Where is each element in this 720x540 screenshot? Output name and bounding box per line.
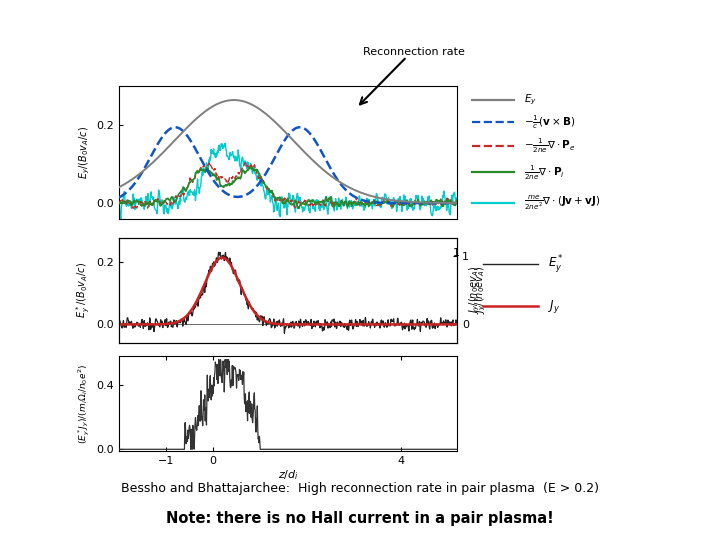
Text: $\frac{1}{2ne}\nabla\cdot\mathbf{P}_i$: $\frac{1}{2ne}\nabla\cdot\mathbf{P}_i$ <box>524 163 564 181</box>
X-axis label: $z/d_i$: $z/d_i$ <box>278 469 298 482</box>
Text: $-\frac{1}{c}(\mathbf{v}\times\mathbf{B})$: $-\frac{1}{c}(\mathbf{v}\times\mathbf{B}… <box>524 113 575 131</box>
Text: $E_y$: $E_y$ <box>524 92 537 107</box>
Text: $\frac{me}{2ne^2}\nabla\cdot(\mathbf{J}\mathbf{v}+\mathbf{v}\mathbf{J})$: $\frac{me}{2ne^2}\nabla\cdot(\mathbf{J}\… <box>524 194 600 212</box>
Y-axis label: $E_y/(B_0v_A/c)$: $E_y/(B_0v_A/c)$ <box>78 126 92 179</box>
Text: 1: 1 <box>453 248 459 259</box>
Text: Reconnection rate: Reconnection rate <box>363 46 465 57</box>
Y-axis label: $E_y^*/(B_0v_A/c)$: $E_y^*/(B_0v_A/c)$ <box>75 262 92 318</box>
Y-axis label: $(E_y^*J_y)/(m_i\Omega_i/n_0e^2)$: $(E_y^*J_y)/(m_i\Omega_i/n_0e^2)$ <box>76 363 92 444</box>
Text: $J_y$: $J_y$ <box>548 298 560 314</box>
Text: $J_y/(n_0ev_A)$: $J_y/(n_0ev_A)$ <box>468 266 482 314</box>
Text: Bessho and Bhattajarchee:  High reconnection rate in pair plasma  (E > 0.2): Bessho and Bhattajarchee: High reconnect… <box>121 482 599 495</box>
Y-axis label: $J_y/(n_0ev_A)$: $J_y/(n_0ev_A)$ <box>473 266 487 314</box>
Text: Note: there is no Hall current in a pair plasma!: Note: there is no Hall current in a pair… <box>166 511 554 526</box>
Text: $E_y^*$: $E_y^*$ <box>548 253 564 275</box>
Text: $-\frac{1}{2ne}\nabla\cdot\mathbf{P}_e$: $-\frac{1}{2ne}\nabla\cdot\mathbf{P}_e$ <box>524 137 576 155</box>
